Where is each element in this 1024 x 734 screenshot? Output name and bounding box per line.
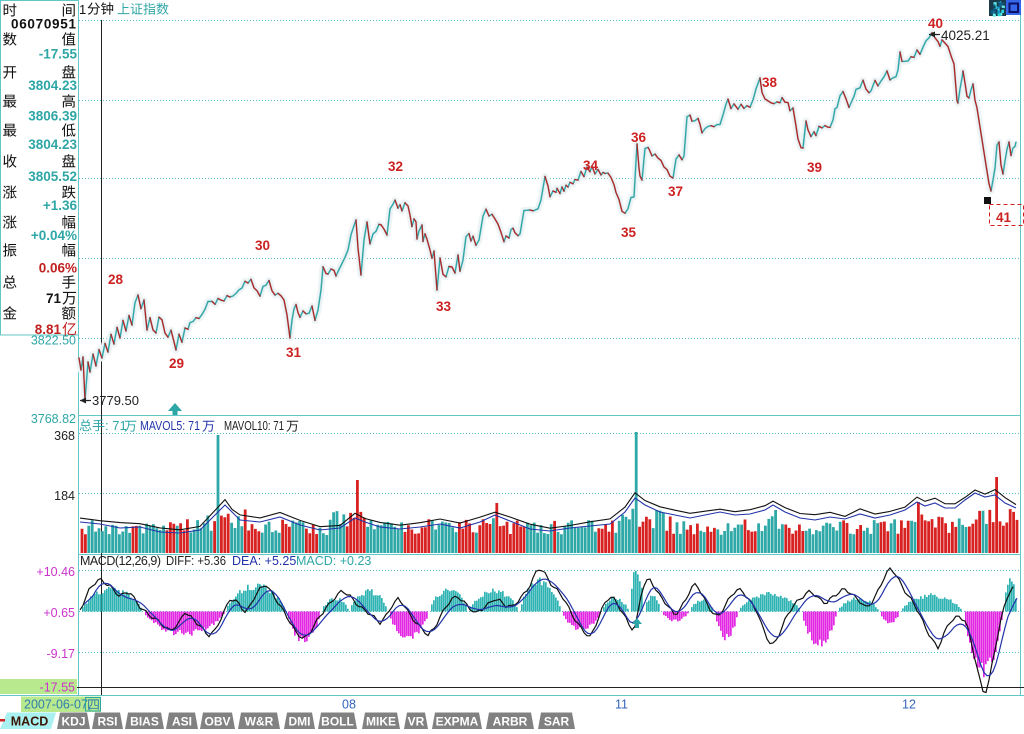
svg-text:368: 368 <box>54 429 75 443</box>
svg-text:33: 33 <box>436 299 452 314</box>
svg-text:8.81: 8.81 <box>35 322 62 337</box>
svg-text:40: 40 <box>928 16 943 31</box>
svg-text:4025.21: 4025.21 <box>941 28 990 43</box>
svg-text:+0.04%: +0.04% <box>31 228 77 243</box>
svg-text:ASI: ASI <box>172 715 192 729</box>
svg-text:184: 184 <box>54 489 75 503</box>
svg-text:3806.39: 3806.39 <box>28 109 77 124</box>
svg-text:: 71: : 71 <box>105 418 127 433</box>
svg-text:+10.46: +10.46 <box>36 565 75 579</box>
svg-text:KDJ: KDJ <box>61 715 85 729</box>
svg-text:28: 28 <box>108 272 124 287</box>
svg-text:-17.55: -17.55 <box>40 681 75 695</box>
svg-text:-17.55: -17.55 <box>39 47 78 62</box>
svg-text:34: 34 <box>583 158 599 173</box>
svg-text:71: 71 <box>46 291 62 306</box>
svg-text:06070951: 06070951 <box>11 17 76 32</box>
svg-text:DIFF: +5.36: DIFF: +5.36 <box>166 554 226 568</box>
svg-text:RSI: RSI <box>97 715 117 729</box>
svg-text:MAVOL10: 71: MAVOL10: 71 <box>224 418 284 433</box>
svg-text:3822.50: 3822.50 <box>31 334 76 348</box>
svg-text:EXPMA: EXPMA <box>436 715 479 729</box>
svg-text:DEA: +5.25: DEA: +5.25 <box>232 554 296 568</box>
svg-text:08: 08 <box>342 698 356 712</box>
svg-text:29: 29 <box>169 356 184 371</box>
svg-text:32: 32 <box>388 159 403 174</box>
svg-text:3804.23: 3804.23 <box>28 78 77 93</box>
svg-text:BOLL: BOLL <box>321 715 354 729</box>
svg-text:MIKE: MIKE <box>366 715 396 729</box>
svg-text:+0.65: +0.65 <box>43 606 75 620</box>
svg-text:0.06%: 0.06% <box>39 261 77 276</box>
svg-text:36: 36 <box>631 130 647 145</box>
svg-text:MACD(12,26,9): MACD(12,26,9) <box>80 554 161 568</box>
svg-text:41: 41 <box>996 210 1012 225</box>
svg-text:BIAS: BIAS <box>130 715 159 729</box>
svg-text:3805.52: 3805.52 <box>28 169 77 184</box>
svg-text:37: 37 <box>668 184 683 199</box>
svg-text:31: 31 <box>286 345 302 360</box>
svg-text:OBV: OBV <box>204 715 230 729</box>
svg-text:30: 30 <box>255 238 270 253</box>
svg-text:11: 11 <box>615 698 628 712</box>
svg-text:39: 39 <box>807 160 822 175</box>
svg-text:MACD: +0.23: MACD: +0.23 <box>296 554 371 568</box>
svg-text:MAVOL5: 71: MAVOL5: 71 <box>140 418 200 433</box>
svg-text:MACD: MACD <box>11 715 49 729</box>
svg-text:W&R: W&R <box>245 715 274 729</box>
svg-text:+1.36: +1.36 <box>43 198 78 213</box>
svg-text:ARBR: ARBR <box>493 715 528 729</box>
svg-text:2007-06-07,: 2007-06-07, <box>24 698 91 712</box>
svg-text:DMI: DMI <box>289 715 311 729</box>
svg-text:3779.50: 3779.50 <box>92 393 139 408</box>
svg-text:35: 35 <box>621 225 637 240</box>
svg-text:3768.82: 3768.82 <box>31 412 76 426</box>
svg-text:1: 1 <box>79 2 86 17</box>
svg-text:12: 12 <box>902 698 916 712</box>
svg-text:3804.23: 3804.23 <box>28 137 77 152</box>
svg-text:VR: VR <box>408 715 425 729</box>
svg-text:-9.17: -9.17 <box>47 647 76 661</box>
svg-text:38: 38 <box>762 75 778 90</box>
svg-text:SAR: SAR <box>544 715 570 729</box>
